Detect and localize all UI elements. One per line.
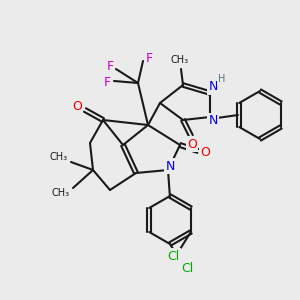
Text: CH₃: CH₃ [171,55,189,65]
Text: CH₃: CH₃ [52,188,70,198]
Text: N: N [208,80,218,94]
Text: O: O [187,137,197,151]
Text: O: O [72,100,82,113]
Text: F: F [103,76,111,89]
Text: N: N [208,115,218,128]
Text: Cl: Cl [181,262,193,275]
Text: CH₃: CH₃ [50,152,68,162]
Text: Cl: Cl [168,250,180,262]
Text: O: O [200,146,210,160]
Text: F: F [106,61,114,74]
Text: N: N [165,160,175,172]
Text: H: H [218,74,226,84]
Text: F: F [146,52,153,65]
